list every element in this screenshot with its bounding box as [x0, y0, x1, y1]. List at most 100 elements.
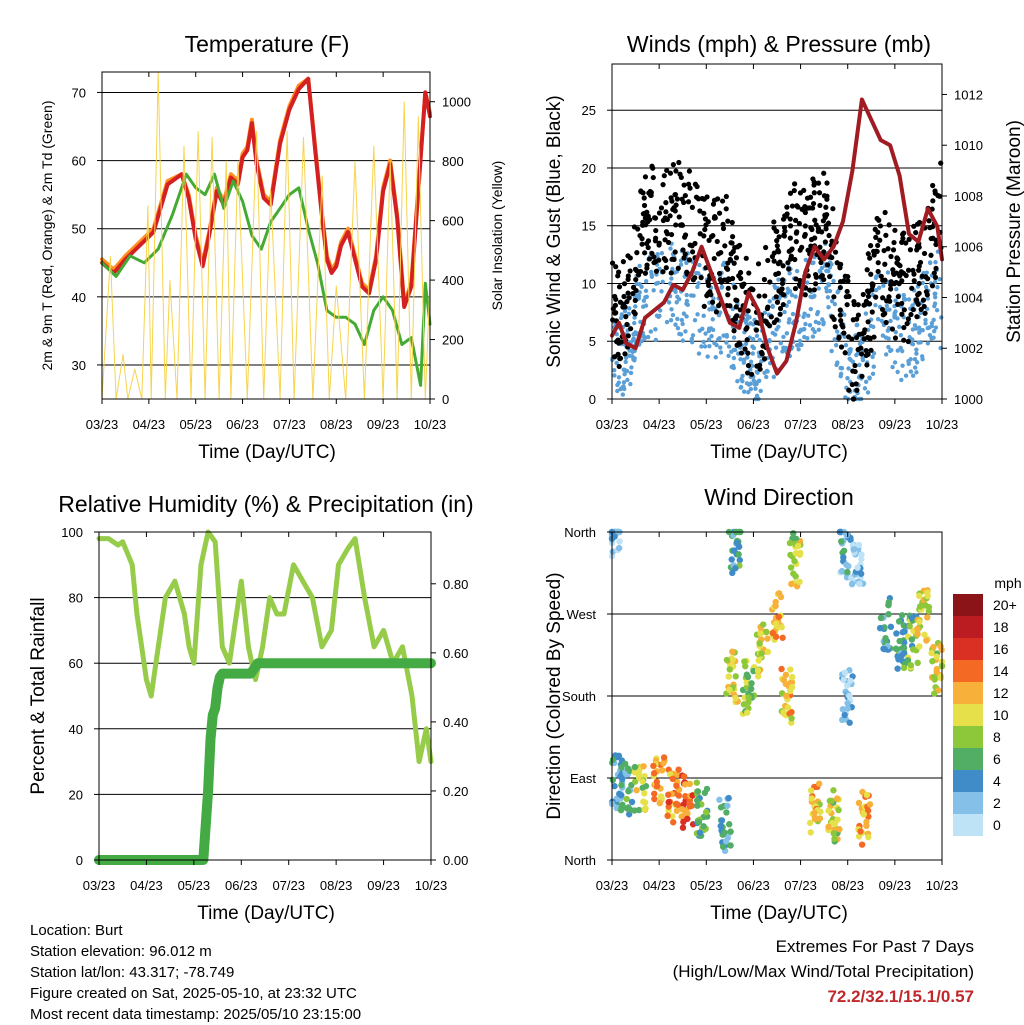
direction-point — [736, 556, 743, 564]
wind-point — [675, 294, 680, 300]
gust-point — [726, 276, 732, 283]
wind-point — [699, 344, 704, 349]
gust-point — [626, 295, 632, 301]
wind-point — [684, 314, 689, 319]
wind-point — [797, 338, 803, 344]
wind-point — [871, 351, 877, 356]
direction-point — [651, 795, 658, 803]
wind-point — [648, 329, 654, 334]
wind-point — [621, 367, 626, 372]
gust-point — [672, 249, 678, 255]
wind-point — [932, 291, 937, 296]
direction-cluster — [753, 621, 772, 680]
wind-point — [924, 270, 929, 275]
gust-point — [667, 213, 673, 219]
direction-point — [923, 637, 930, 644]
wind-point — [923, 284, 929, 290]
wind-point — [770, 330, 775, 336]
wind-point — [767, 338, 772, 344]
direction-point — [642, 782, 650, 790]
wind-point — [914, 370, 919, 375]
y2-tick-label: 1000 — [442, 95, 471, 110]
gust-point — [916, 280, 922, 287]
wind-point — [816, 286, 821, 291]
wind-point — [729, 364, 734, 370]
wind-point — [684, 298, 690, 304]
gust-point — [771, 250, 777, 256]
direction-point — [725, 821, 733, 828]
y-tick-label: 20 — [69, 787, 83, 802]
wind-point — [612, 367, 617, 373]
gust-point — [850, 368, 856, 374]
y-axis-label: Direction (Colored By Speed) — [544, 572, 565, 819]
gust-point — [716, 270, 723, 277]
wind-point — [892, 360, 898, 365]
direction-point — [864, 807, 872, 814]
x-tick-label: 04/23 — [130, 878, 163, 893]
gust-point — [725, 260, 731, 266]
wind-point — [632, 315, 637, 320]
gust-point — [613, 310, 619, 316]
x-tick-label: 08/23 — [320, 417, 353, 432]
y2-tick-label: 1000 — [954, 392, 983, 407]
wind-point — [784, 331, 790, 336]
gust-point — [903, 272, 909, 279]
gust-point — [886, 222, 892, 228]
wind-point — [629, 365, 634, 370]
direction-point — [758, 650, 765, 657]
wind-point — [796, 347, 801, 352]
direction-point — [908, 614, 916, 621]
wind-point — [639, 284, 644, 290]
colorbar-label: 18 — [993, 619, 1009, 635]
x-tick-label: 08/23 — [831, 417, 864, 432]
wind-point — [691, 293, 696, 298]
y-tick-label: North — [564, 853, 596, 868]
wind-point — [751, 345, 757, 351]
wind-point — [805, 280, 810, 285]
gust-point — [827, 273, 833, 280]
gust-point — [779, 277, 786, 283]
y-tick-label: North — [564, 525, 596, 540]
gust-point — [851, 299, 857, 305]
gust-point — [644, 240, 650, 247]
wind-point — [616, 375, 622, 380]
wind-point — [834, 362, 839, 368]
gust-point — [736, 340, 742, 346]
direction-point — [896, 637, 903, 645]
gust-point — [745, 350, 751, 356]
gust-point — [681, 234, 688, 240]
gust-point — [787, 235, 793, 241]
gust-point — [614, 339, 620, 345]
gust-point — [687, 185, 693, 191]
direction-point — [732, 694, 739, 702]
gust-point — [733, 255, 740, 261]
x-tick-label: 05/23 — [179, 417, 212, 432]
gust-point — [685, 199, 692, 205]
wind-point — [871, 324, 876, 330]
wind-point — [935, 284, 940, 290]
gust-point — [890, 247, 897, 253]
gust-point — [771, 219, 777, 225]
wind-point — [738, 357, 743, 362]
x-axis-label: Time (Day/UTC) — [197, 903, 335, 924]
direction-point — [838, 538, 845, 545]
gust-point — [877, 237, 883, 243]
direction-point — [716, 796, 723, 803]
direction-point — [835, 806, 842, 814]
gust-point — [615, 273, 621, 279]
y2-tick-label: 800 — [442, 154, 464, 169]
wind-point — [713, 355, 718, 360]
gust-point — [889, 326, 895, 332]
direction-point — [618, 764, 625, 771]
gust-point — [931, 270, 937, 276]
gust-point — [874, 215, 880, 222]
direction-point — [680, 773, 688, 780]
wind-point — [625, 377, 630, 383]
wind-point — [916, 325, 922, 330]
gust-point — [663, 200, 669, 206]
direction-point — [695, 818, 703, 826]
wind-point — [696, 271, 701, 276]
gust-point — [868, 243, 874, 249]
gust-point — [905, 267, 912, 273]
wind-point — [873, 288, 879, 293]
